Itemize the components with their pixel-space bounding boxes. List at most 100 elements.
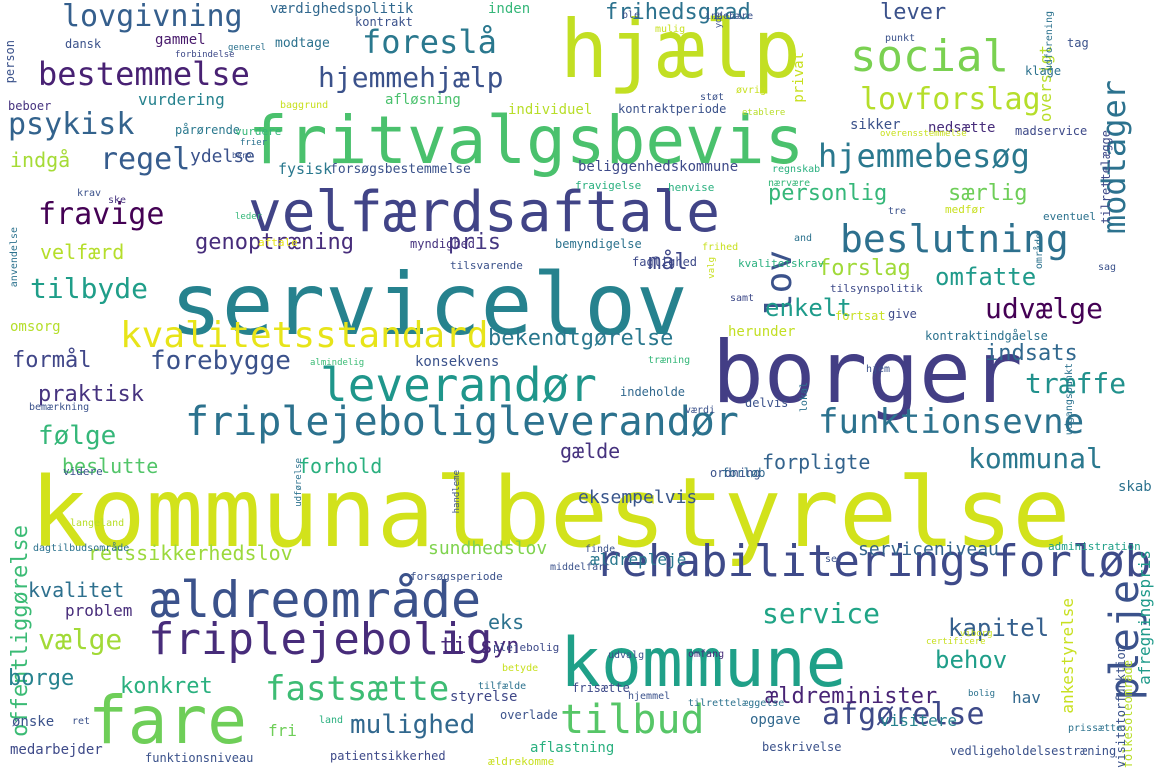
word-fri: fri: [268, 721, 297, 740]
word-gælde: gælde: [560, 439, 621, 463]
word-fravigelse: fravigelse: [575, 179, 642, 192]
word-regnskab: regnskab: [772, 164, 821, 175]
word-videre: videre: [63, 465, 103, 478]
word-sikker: sikker: [850, 117, 901, 133]
word-friplejeboligleverandør: friplejeboligleverandør: [185, 399, 739, 445]
word-formål: formål: [12, 348, 92, 373]
word-ønske: ønske: [12, 714, 55, 730]
word-dansk: dansk: [65, 37, 102, 51]
word-leder: leder: [235, 212, 263, 222]
word-beskrivelse: beskrivelse: [762, 740, 842, 754]
word-indsats: indsats: [985, 341, 1078, 366]
word-tilsyn: tilsyn: [440, 634, 520, 659]
word-tilbud: tilbud: [560, 697, 705, 743]
word-person: person: [3, 40, 17, 84]
word-retssikkerhedslov: retssikkerhedslov: [88, 541, 293, 565]
word-problem: problem: [65, 601, 133, 620]
word-aflastning: aflastning: [530, 740, 615, 756]
word-styrelse: styrelse: [450, 689, 518, 705]
word-omfang: omfang: [688, 649, 725, 660]
word-udforening: udforening: [1044, 11, 1055, 72]
word-service: service: [762, 597, 881, 630]
word-forbindelse: forbindelse: [175, 50, 235, 60]
word-almindelig: almindelig: [310, 358, 365, 368]
word-område: område: [1034, 233, 1045, 270]
word-social: social: [850, 31, 1009, 82]
word-leverandør: leverandør: [320, 358, 597, 412]
word-forsøgsperiode: forsøgsperiode: [410, 570, 503, 583]
word-privat: privat: [791, 52, 807, 103]
word-øvrig: øvrig: [736, 85, 767, 96]
word-overensstemmelse: overensstemmelse: [880, 129, 967, 139]
word-ret: ret: [72, 716, 91, 727]
word-afgørelse: afgørelse: [822, 697, 985, 732]
word-individuel: individuel: [508, 102, 593, 118]
word-nærvære: nærvære: [768, 178, 811, 189]
word-fare: fare: [88, 682, 247, 759]
word-herunder: herunder: [728, 324, 796, 340]
word-konkret: konkret: [120, 674, 213, 699]
word-medarbejder: medarbejder: [10, 742, 103, 758]
word-punkt: punkt: [885, 33, 916, 44]
word-omfatte: omfatte: [935, 263, 1037, 291]
word-bemyndigelse: bemyndigelse: [555, 237, 642, 251]
word-praktisk: praktisk: [38, 382, 144, 407]
word-frier: frier: [240, 138, 268, 148]
word-lokal: lokal: [799, 382, 810, 413]
word-hjælp: hjælp: [560, 3, 801, 96]
word-kontrakt: kontrakt: [355, 15, 413, 29]
word-skab: skab: [1118, 479, 1152, 495]
word-frisætte: frisætte: [572, 681, 630, 695]
word-indebære: indebære: [705, 11, 754, 22]
word-kontraktperiode: kontraktperiode: [618, 102, 727, 116]
word-sundhedslov: sundhedslov: [428, 538, 548, 559]
word-faglighed: faglighed: [632, 255, 698, 269]
word-ankestyrelse: ankestyrelse: [1058, 598, 1077, 714]
word-land: land: [319, 715, 344, 726]
word-forsøgsbestemmelse: forsøgsbestemmelse: [330, 162, 471, 177]
word-tre: tre: [888, 206, 907, 217]
word-afregningspris: afregningspris: [1135, 550, 1154, 685]
word-vurdering: vurdering: [138, 90, 225, 109]
word-ældrekomme: ældrekomme: [488, 755, 555, 768]
word-lever: lever: [880, 0, 947, 25]
word-modtage: modtage: [275, 36, 330, 51]
word-forslag: forslag: [818, 256, 911, 281]
word-gammel: gammel: [155, 32, 206, 48]
word-middelfart: middelfart: [550, 562, 611, 573]
word-baggrund: baggrund: [280, 100, 329, 111]
word-kvalitetsstandard: kvalitetsstandard: [120, 315, 489, 356]
word-fortsat: fortsat: [835, 309, 886, 323]
word-kvalitet: kvalitet: [28, 578, 125, 602]
word-træning: træning: [648, 355, 691, 366]
word-sag: sag: [1098, 262, 1117, 273]
word-lovgivning: lovgivning: [62, 0, 243, 34]
word-fysisk: fysisk: [278, 160, 333, 178]
word-psykisk: psykisk: [8, 107, 135, 142]
word-nedsætte: nedsætte: [928, 120, 996, 136]
word-bolig: bolig: [968, 689, 996, 699]
word-klage: klage: [1025, 64, 1062, 78]
word-funktionsniveau: funktionsniveau: [145, 751, 254, 765]
word-ældreminister: ældreminister: [765, 684, 938, 709]
word-tilrettelæggelse: tilrettelæggelse: [688, 698, 785, 709]
word-myndighed: myndighed: [410, 237, 476, 251]
word-beboer: beboer: [8, 99, 52, 113]
word-inden: inden: [488, 1, 531, 17]
word-ældreområde: ældreområde: [150, 571, 482, 629]
word-eks: eks: [488, 610, 525, 634]
word-beliggenhedskommune: beliggenhedskommune: [578, 159, 739, 175]
word-personlig: personlig: [768, 181, 888, 206]
word-delvis: delvis: [745, 396, 789, 410]
word-samt: samt: [730, 293, 755, 304]
word-udvælge: udvælge: [985, 292, 1104, 325]
word-tilsvarende: tilsvarende: [450, 259, 523, 272]
word-and: and: [794, 233, 813, 244]
word-servicelov: servicelov: [170, 255, 688, 355]
word-værdighedspolitik: værdighedspolitik: [270, 1, 414, 17]
word-pårørende: pårørende: [175, 123, 241, 137]
word-offentliggørelse: offentliggørelse: [8, 525, 33, 737]
word-forløb: forløb: [722, 466, 766, 480]
word-forpligte: forpligte: [762, 450, 871, 474]
